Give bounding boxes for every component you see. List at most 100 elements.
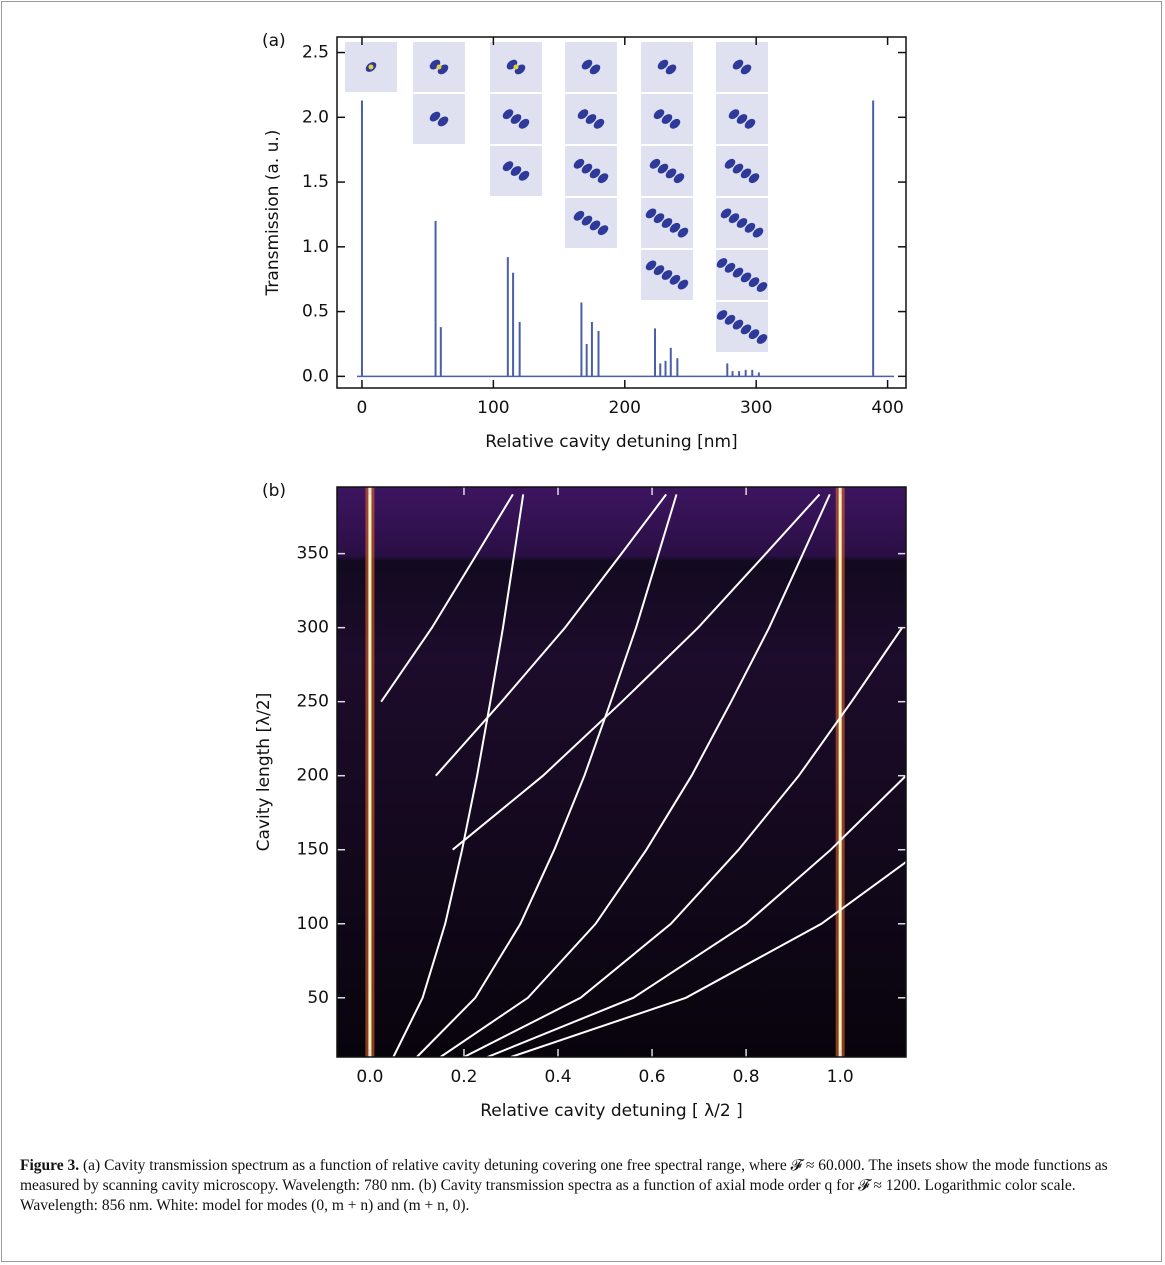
inset-lobe: [744, 118, 756, 129]
model-curve: [435, 493, 906, 1057]
inset-lobe: [593, 118, 605, 129]
x-tick-label: 1.0: [827, 1067, 854, 1087]
mode-inset: [565, 42, 617, 92]
inset-lobe: [649, 158, 661, 169]
mode-inset: [641, 42, 693, 92]
mode-inset: [565, 146, 617, 196]
model-curve: [380, 493, 904, 1057]
inset-lobe: [740, 168, 752, 179]
inset-lobe: [728, 109, 740, 120]
inset-lobe: [665, 64, 677, 75]
inset-lobe: [716, 310, 728, 320]
x-tick-label: 0.0: [356, 1067, 383, 1087]
inset-lobe: [736, 114, 748, 124]
x-tick-label: 200: [609, 398, 641, 418]
x-tick-label: 0: [357, 398, 368, 418]
inset-lobe: [645, 208, 657, 219]
x-tick-label: 0.4: [544, 1067, 571, 1087]
inset-core: [513, 64, 519, 70]
plot-area: [337, 487, 906, 1057]
model-curve: [392, 494, 525, 1057]
inset-lobe: [581, 59, 593, 70]
inset-lobe: [669, 222, 681, 233]
model-curve: [416, 494, 678, 1057]
mode-inset: [413, 94, 465, 144]
mode-inset: [565, 94, 617, 144]
x-tick-label: 400: [871, 398, 903, 418]
mode-inset: [716, 94, 768, 144]
y-axis-title: Transmission (a. u.): [263, 130, 283, 297]
inset-lobe: [661, 218, 673, 228]
inset-lobe: [589, 220, 601, 231]
mode-inset: [345, 42, 397, 92]
mode-inset: [565, 198, 617, 248]
inset-lobe: [502, 109, 514, 120]
y-tick-label: 200: [297, 766, 329, 786]
heatmap-bg: [337, 487, 906, 1057]
inset-lobe: [653, 109, 665, 120]
mode-inset: [641, 94, 693, 144]
inset-lobe: [573, 210, 585, 221]
mode-inset: [490, 42, 542, 92]
inset-lobe: [645, 260, 657, 271]
inset-bg: [716, 250, 768, 300]
inset-lobe: [732, 163, 744, 174]
mode-inset: [716, 250, 768, 300]
inset-lobe: [732, 319, 744, 330]
y-tick-label: 2.0: [302, 107, 329, 127]
inset-lobe: [518, 118, 530, 129]
inset-lobe: [740, 324, 752, 335]
inset-lobe: [669, 274, 681, 285]
inset-lobe: [720, 208, 732, 219]
inset-lobe: [736, 218, 748, 228]
inset-lobe: [429, 111, 441, 122]
x-tick-label: 100: [477, 398, 509, 418]
mode-inset: [716, 302, 768, 352]
y-tick-label: 0.5: [302, 302, 329, 322]
y-tick-label: 300: [297, 618, 329, 638]
inset-core: [436, 64, 442, 70]
inset-lobe: [677, 279, 689, 290]
inset-lobe: [756, 334, 768, 344]
axes-frame: [336, 36, 907, 389]
inset-lobe: [573, 158, 585, 169]
inset-lobe: [752, 227, 764, 238]
mode-inset: [641, 250, 693, 300]
inset-core: [368, 64, 374, 70]
inset-lobe: [657, 59, 669, 70]
inset-bg: [565, 198, 617, 248]
inset-lobe: [744, 222, 756, 233]
inset-bg: [716, 302, 768, 352]
x-axis-title: Relative cavity detuning [nm]: [485, 432, 737, 452]
axes-frame: [336, 486, 907, 1058]
inset-lobe: [581, 163, 593, 174]
inset-lobe: [589, 64, 601, 75]
inset-lobe: [724, 314, 736, 325]
y-tick-label: 50: [307, 988, 329, 1008]
inset-lobe: [724, 158, 736, 169]
inset-lobe: [756, 282, 768, 292]
mode-inset: [490, 94, 542, 144]
mode-inset: [716, 198, 768, 248]
caption: Figure 3. (a) Cavity transmission spectr…: [20, 1156, 1140, 1216]
inset-bg: [641, 146, 693, 196]
mode-inset: [413, 42, 465, 92]
model-curve: [439, 493, 831, 1057]
inset-lobe: [748, 329, 760, 340]
inset-lobe: [732, 267, 744, 278]
inset-lobe: [653, 213, 665, 224]
caption-text: (a) Cavity transmission spectrum as a fu…: [20, 1157, 1108, 1214]
inset-bg: [413, 94, 465, 144]
inset-lobe: [510, 114, 522, 124]
y-tick-label: 350: [297, 544, 329, 564]
inset-bg: [565, 42, 617, 92]
inset-lobe: [724, 262, 736, 273]
mode-inset: [716, 146, 768, 196]
model-curve: [452, 493, 906, 1057]
inset-bg: [565, 146, 617, 196]
inset-lobe: [748, 277, 760, 288]
y-tick-label: 250: [297, 692, 329, 712]
inset-lobe: [518, 170, 530, 181]
